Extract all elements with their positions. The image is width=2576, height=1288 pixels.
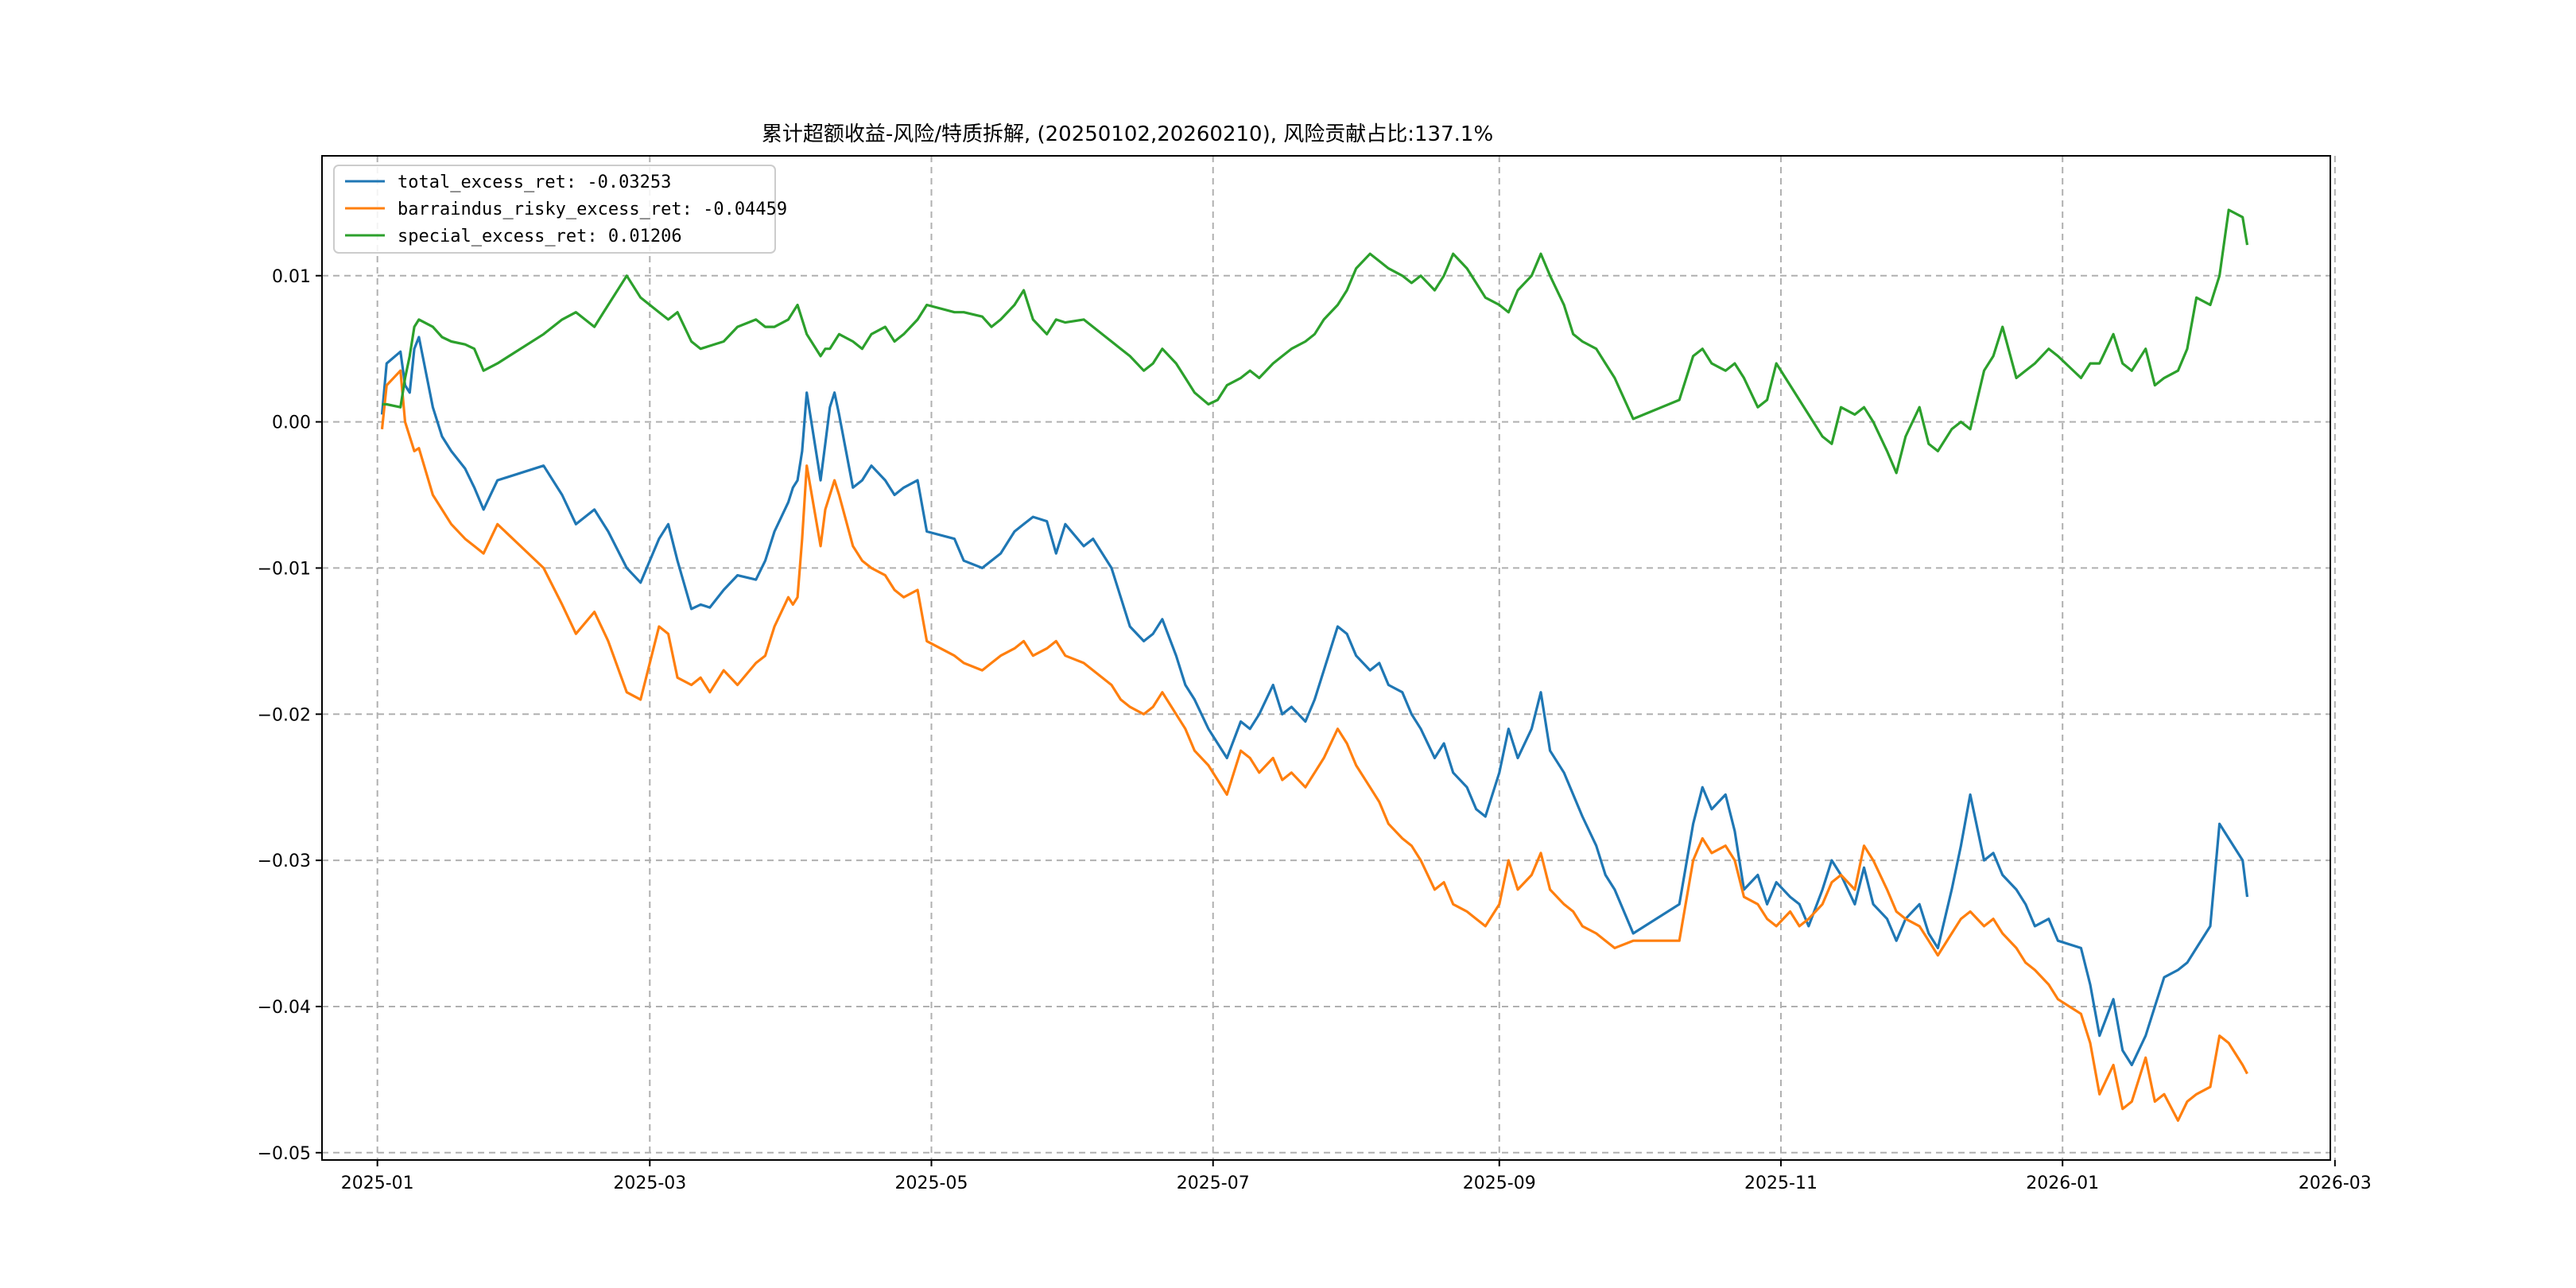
y-tick-label: −0.02 <box>258 705 311 725</box>
legend-label-risky: barraindus_risky_excess_ret: -0.04459 <box>398 200 787 219</box>
x-tick-label: 2025-01 <box>341 1174 414 1193</box>
legend-label-special: special_excess_ret: 0.01206 <box>398 227 682 246</box>
y-tick-label: −0.01 <box>258 559 311 579</box>
chart-title: 累计超额收益-风险/特质拆解, (20250102,20260210), 风险贡… <box>762 122 1493 146</box>
series-line-total-excess <box>380 336 2249 1067</box>
x-axis: 2025-01 2025-03 2025-05 2025-07 2025-09 2025-… <box>341 1160 2372 1193</box>
x-tick-label: 2025-11 <box>1744 1174 1818 1193</box>
x-tick-label: 2025-07 <box>1177 1174 1250 1193</box>
y-tick-label: −0.05 <box>258 1144 311 1164</box>
x-tick-label: 2025-03 <box>613 1174 686 1193</box>
grid-layer <box>322 156 2336 1160</box>
x-tick-label: 2026-01 <box>2026 1174 2099 1193</box>
legend-box <box>333 165 776 254</box>
legend: total_excess_ret: -0.03253 barraindus_ri… <box>333 165 787 254</box>
series-layer <box>380 208 2249 1123</box>
x-tick-label: 2025-09 <box>1463 1174 1536 1193</box>
y-tick-label: −0.03 <box>258 852 311 871</box>
series-line-special-excess <box>382 208 2249 475</box>
x-tick-label: 2025-05 <box>895 1174 968 1193</box>
y-axis: 0.01 0.00 −0.01 −0.02 −0.03 −0.04 −0.05 <box>258 267 322 1164</box>
x-tick-label: 2026-03 <box>2299 1174 2372 1193</box>
y-tick-label: −0.04 <box>258 998 311 1018</box>
y-tick-label: 0.00 <box>272 413 311 433</box>
plot-frame <box>321 155 2331 1161</box>
legend-label-total: total_excess_ret: -0.03253 <box>398 173 671 192</box>
series-line-risky-excess <box>380 369 2248 1123</box>
y-tick-label: 0.01 <box>272 267 311 287</box>
